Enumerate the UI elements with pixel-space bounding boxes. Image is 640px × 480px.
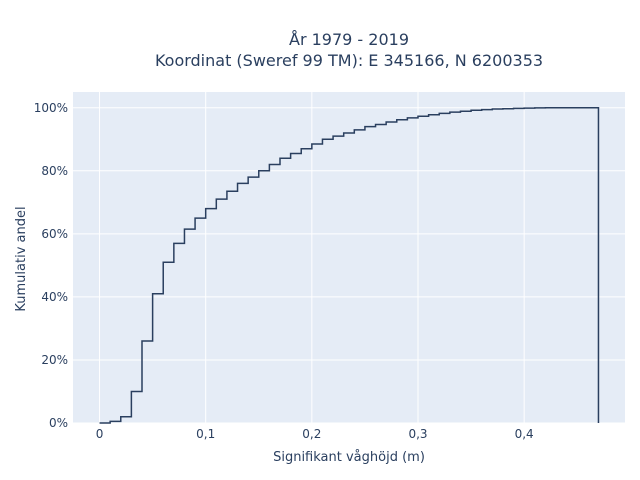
y-tick-label: 80% <box>41 164 68 178</box>
chart-subtitle: Koordinat (Sweref 99 TM): E 345166, N 62… <box>155 51 543 70</box>
x-tick-label: 0 <box>96 427 104 441</box>
y-tick-label: 20% <box>41 353 68 367</box>
x-tick-label: 0,4 <box>515 427 534 441</box>
x-axis-title: Signifikant våghöjd (m) <box>273 450 425 465</box>
x-tick-label: 0,2 <box>302 427 321 441</box>
cumulative-step-line <box>99 107 600 424</box>
y-axis-title: Kumulativ andel <box>14 206 29 311</box>
x-tick-labels: 0 0,1 0,2 0,3 0,4 <box>96 427 534 441</box>
x-tick-label: 0,3 <box>408 427 427 441</box>
chart-title: År 1979 - 2019 <box>289 30 409 49</box>
y-tick-label: 0% <box>49 416 68 430</box>
y-tick-label: 100% <box>34 101 68 115</box>
y-gridlines <box>73 107 625 424</box>
x-tick-label: 0,1 <box>196 427 215 441</box>
y-tick-labels: 0% 20% 40% 60% 80% 100% <box>34 101 68 430</box>
y-tick-label: 60% <box>41 227 68 241</box>
y-tick-label: 40% <box>41 290 68 304</box>
plot-area <box>73 92 625 423</box>
